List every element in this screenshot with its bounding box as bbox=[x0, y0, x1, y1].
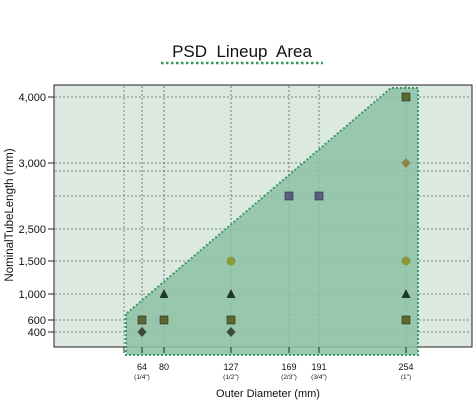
marker-triangle-13 bbox=[401, 289, 411, 298]
marker-square-6 bbox=[226, 315, 236, 325]
x-tick-sublabel-254: (1") bbox=[401, 374, 411, 381]
marker-diamond-11 bbox=[401, 158, 411, 168]
x-tick-sublabel-64: (1/4") bbox=[134, 374, 150, 381]
marker-triangle-5 bbox=[226, 289, 236, 298]
y-axis-label: NominalTubeLength (mm) bbox=[4, 148, 16, 281]
x-tick-label-64: 64 bbox=[137, 362, 147, 372]
x-tick-sublabel-169: (2/3") bbox=[281, 374, 297, 381]
x-tick-label-127: 127 bbox=[223, 362, 238, 372]
marker-square-9 bbox=[314, 191, 324, 201]
x-tick-label-254: 254 bbox=[398, 362, 413, 372]
marker-triangle-2 bbox=[159, 289, 169, 298]
y-tick-label-3,000: 3,000 bbox=[18, 158, 46, 170]
marker-circle-12 bbox=[401, 256, 411, 266]
marker-circle-4 bbox=[226, 256, 236, 266]
y-tick-label-2,500: 2,500 bbox=[18, 224, 46, 236]
marker-diamond-7 bbox=[226, 327, 236, 337]
marker-square-8 bbox=[284, 191, 294, 201]
x-tick-labels: 64 (1/4") 80 127 (1/2") 169 (2/3") 191 (3/4") 254… bbox=[134, 362, 413, 381]
x-tick-sublabel-127: (1/2") bbox=[223, 374, 239, 381]
y-tick-label-1,500: 1,500 bbox=[18, 256, 46, 268]
lineup-region bbox=[125, 87, 419, 356]
chart-title: PSD Lineup Area bbox=[172, 42, 312, 61]
y-tick-label-600: 600 bbox=[28, 315, 46, 327]
x-tick-label-191: 191 bbox=[311, 362, 326, 372]
marker-square-0 bbox=[137, 315, 147, 325]
x-tick-label-80: 80 bbox=[159, 362, 169, 372]
marker-square-3 bbox=[159, 315, 169, 325]
x-tick-sublabel-191: (3/4") bbox=[311, 374, 327, 381]
data-markers bbox=[137, 92, 411, 337]
x-axis-label: Outer Diameter (mm) bbox=[216, 388, 320, 400]
marker-diamond-1 bbox=[137, 327, 147, 337]
x-tick-label-169: 169 bbox=[281, 362, 296, 372]
y-tick-label-4,000: 4,000 bbox=[18, 92, 46, 104]
axis-ticks bbox=[48, 96, 407, 353]
marker-square-14 bbox=[401, 315, 411, 325]
marker-square-10 bbox=[401, 92, 411, 102]
y-tick-label-400: 400 bbox=[28, 327, 46, 339]
y-tick-label-1,000: 1,000 bbox=[18, 289, 46, 301]
